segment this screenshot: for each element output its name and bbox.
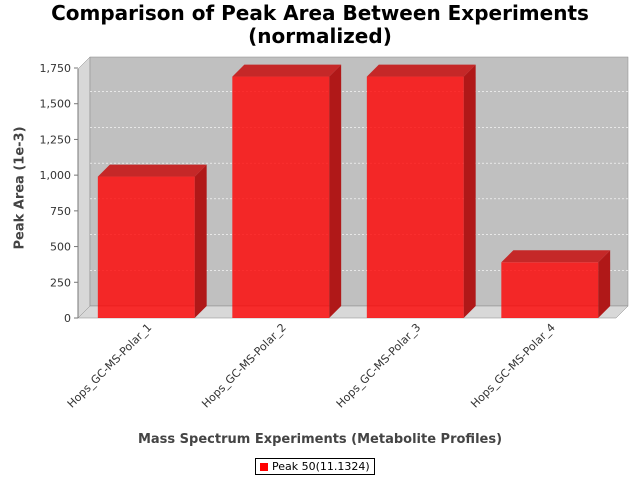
chart-title-line-1: Comparison of Peak Area Between Experime… <box>51 1 589 25</box>
y-tick-label: 1,250 <box>40 133 72 146</box>
y-tick-label: 500 <box>50 241 71 254</box>
y-tick-label: 750 <box>50 205 71 218</box>
bar <box>366 64 476 318</box>
bar-front <box>232 76 330 318</box>
bar-side <box>463 64 476 318</box>
chart-title-line-2: (normalized) <box>248 24 392 48</box>
bar-front <box>97 176 195 318</box>
bar-front <box>366 76 464 318</box>
legend-swatch <box>260 462 268 471</box>
bar <box>232 64 342 318</box>
legend-label: Peak 50(11.1324) <box>272 460 370 473</box>
y-axis-label: Peak Area (1e-3) <box>12 126 28 250</box>
bar <box>97 164 207 318</box>
bar-top <box>366 64 476 77</box>
x-axis-label: Mass Spectrum Experiments (Metabolite Pr… <box>137 432 503 447</box>
bar-top <box>232 64 342 77</box>
bar-side <box>194 164 207 318</box>
y-tick-label: 250 <box>50 276 71 289</box>
legend: Peak 50(11.1324) <box>255 458 375 475</box>
bar-top <box>97 164 207 177</box>
bar-side <box>598 250 611 318</box>
y-tick-label: 1,750 <box>40 62 72 75</box>
x-tick-label: Hops_GC-MS-Polar_2 <box>199 321 289 411</box>
y-tick-label: 0 <box>64 312 71 325</box>
y-tick-label: 1,500 <box>40 98 72 111</box>
chart-title: Comparison of Peak Area Between Experime… <box>0 2 640 48</box>
bar-top <box>501 250 611 263</box>
y-tick-label: 1,000 <box>40 169 72 182</box>
x-tick-label: Hops_GC-MS-Polar_4 <box>468 321 558 411</box>
bar-front <box>501 262 599 318</box>
x-tick-label: Hops_GC-MS-Polar_3 <box>334 321 424 411</box>
bar <box>501 250 611 318</box>
bar-side <box>329 64 342 318</box>
x-tick-label: Hops_GC-MS-Polar_1 <box>65 321 155 411</box>
plot-side-wall <box>77 56 91 319</box>
